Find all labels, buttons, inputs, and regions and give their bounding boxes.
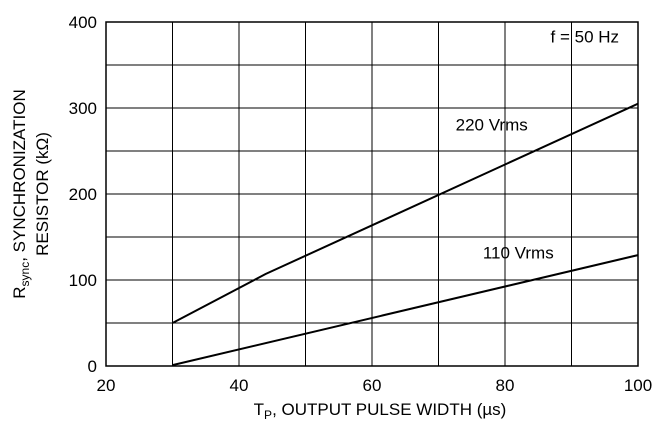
tick-labels: 20 40 60 80 100 0 100 200 300 400	[69, 13, 653, 395]
x-axis-label: TP, OUTPUT PULSE WIDTH (µs)	[254, 400, 507, 422]
y-axis-label-sub: sync	[18, 262, 32, 287]
annotation-label: f = 50 Hz	[551, 28, 620, 47]
x-axis-label-unit: µs	[482, 400, 500, 419]
y-tick-label: 100	[69, 271, 97, 290]
y-tick-label: 200	[69, 185, 97, 204]
y-tick-label: 300	[69, 99, 97, 118]
y-axis-label-line2: RESISTOR (kΩ)	[33, 132, 52, 256]
x-tick-label: 40	[230, 376, 249, 395]
series-layer	[172, 102, 639, 367]
annotation-label: 220 Vrms	[456, 115, 528, 134]
x-tick-label: 20	[97, 376, 116, 395]
plot-frame	[105, 21, 639, 367]
x-tick-label: 80	[496, 376, 515, 395]
y-tick-label: 0	[88, 357, 97, 376]
x-axis-label-close: )	[501, 400, 507, 419]
y-axis-label-rest: , SYNCHRONIZATION	[10, 89, 29, 262]
series-line-1	[172, 102, 639, 324]
x-axis-label-sub: P	[264, 408, 272, 422]
x-tick-label: 100	[624, 376, 652, 395]
grid	[106, 22, 638, 366]
annotations: f = 50 Hz 220 Vrms 110 Vrms	[456, 28, 619, 263]
annotation-label: 110 Vrms	[483, 244, 554, 263]
y-axis-label-line1: Rsync, SYNCHRONIZATION	[10, 89, 32, 299]
y-axis-label-main: R	[10, 286, 29, 298]
x-tick-label: 60	[363, 376, 382, 395]
y-axis-label: Rsync, SYNCHRONIZATION RESISTOR (kΩ)	[10, 89, 52, 299]
x-axis-label-main: T	[254, 400, 264, 419]
series-line-2	[172, 254, 639, 367]
x-axis-label-rest: , OUTPUT PULSE WIDTH (	[272, 400, 483, 419]
y-tick-label: 400	[69, 13, 97, 32]
